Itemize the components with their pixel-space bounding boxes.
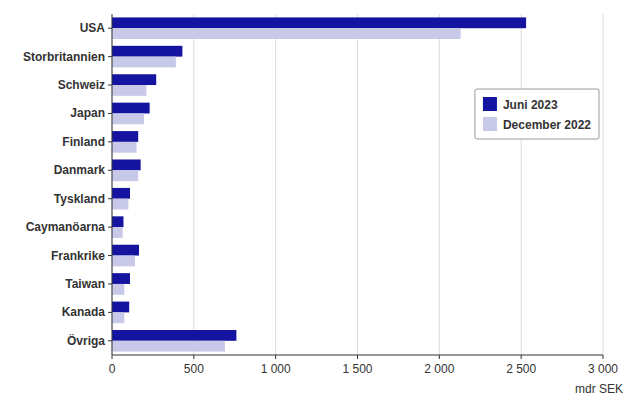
grid-line <box>112 14 113 355</box>
bar <box>112 227 123 238</box>
tick-mark <box>439 355 440 359</box>
category-label: Tyskland <box>54 192 105 206</box>
category-label: Kanada <box>62 305 106 319</box>
bar <box>112 131 138 142</box>
grid-line <box>603 14 604 355</box>
legend: Juni 2023 December 2022 <box>475 89 599 139</box>
tick-mark <box>108 113 112 114</box>
bar <box>112 17 526 28</box>
grid-line <box>275 14 276 355</box>
bar <box>112 302 129 313</box>
bar <box>112 341 225 352</box>
category-label: USA <box>80 21 106 35</box>
bar <box>112 170 138 181</box>
bar <box>112 85 146 96</box>
category-label: Övriga <box>67 333 105 348</box>
x-axis-label: mdr SEK <box>575 382 623 396</box>
tick-mark <box>603 355 604 359</box>
legend-frame <box>475 89 599 139</box>
tick-mark <box>108 198 112 199</box>
grid-line <box>193 14 194 355</box>
tick-label: 2 500 <box>506 362 536 376</box>
x-ticks: 0 500 1 000 1 500 2 000 2 500 3 000 <box>109 355 619 376</box>
legend-swatch <box>483 97 497 111</box>
bar <box>112 188 130 199</box>
bars <box>112 17 526 351</box>
category-label: Japan <box>70 106 105 120</box>
legend-swatch <box>483 117 497 131</box>
bar <box>112 103 150 114</box>
tick-mark <box>108 28 112 29</box>
legend-label: December 2022 <box>503 118 591 132</box>
grid-line <box>357 14 358 355</box>
tick-mark <box>108 255 112 256</box>
x-axis <box>112 355 603 356</box>
tick-mark <box>108 283 112 284</box>
bar <box>112 312 124 323</box>
tick-label: 500 <box>184 362 204 376</box>
bar <box>112 159 141 170</box>
grid <box>112 14 603 355</box>
bar <box>112 74 156 85</box>
tick-mark <box>521 355 522 359</box>
tick-label: 2 000 <box>424 362 454 376</box>
tick-label: 1 500 <box>342 362 372 376</box>
bar <box>112 245 139 256</box>
tick-mark <box>108 170 112 171</box>
bar <box>112 256 135 267</box>
tick-label: 1 000 <box>261 362 291 376</box>
tick-mark <box>193 355 194 359</box>
bar <box>112 113 144 124</box>
tick-mark <box>275 355 276 359</box>
y-axis <box>112 14 113 355</box>
grid-line <box>439 14 440 355</box>
tick-mark <box>357 355 358 359</box>
tick-label: 3 000 <box>588 362 618 376</box>
bar <box>112 216 123 227</box>
tick-mark <box>112 355 113 359</box>
category-label: Caymanöarna <box>26 220 106 234</box>
category-label: Frankrike <box>51 249 105 263</box>
bar <box>112 142 137 153</box>
tick-mark <box>108 85 112 86</box>
tick-mark <box>108 227 112 228</box>
y-ticks: Övriga Kanada Taiwan Frankrike Caymanöarna Ty… <box>23 21 112 348</box>
category-label: Finland <box>62 135 105 149</box>
category-label: Schweiz <box>58 78 105 92</box>
category-label: Storbritannien <box>23 50 105 64</box>
category-label: Danmark <box>54 163 106 177</box>
chart: 0 500 1 000 1 500 2 000 2 500 3 000 Övriga Kanad… <box>0 0 629 405</box>
bar <box>112 199 128 210</box>
tick-mark <box>108 141 112 142</box>
grid-line <box>521 14 522 355</box>
tick-mark <box>108 312 112 313</box>
bar <box>112 273 130 284</box>
legend-label: Juni 2023 <box>503 98 558 112</box>
category-label: Taiwan <box>65 277 105 291</box>
bar <box>112 46 182 57</box>
tick-label: 0 <box>109 362 116 376</box>
bar <box>112 330 236 341</box>
tick-mark <box>108 56 112 57</box>
bar <box>112 57 176 68</box>
bar <box>112 28 461 39</box>
tick-mark <box>108 340 112 341</box>
bar <box>112 284 124 295</box>
